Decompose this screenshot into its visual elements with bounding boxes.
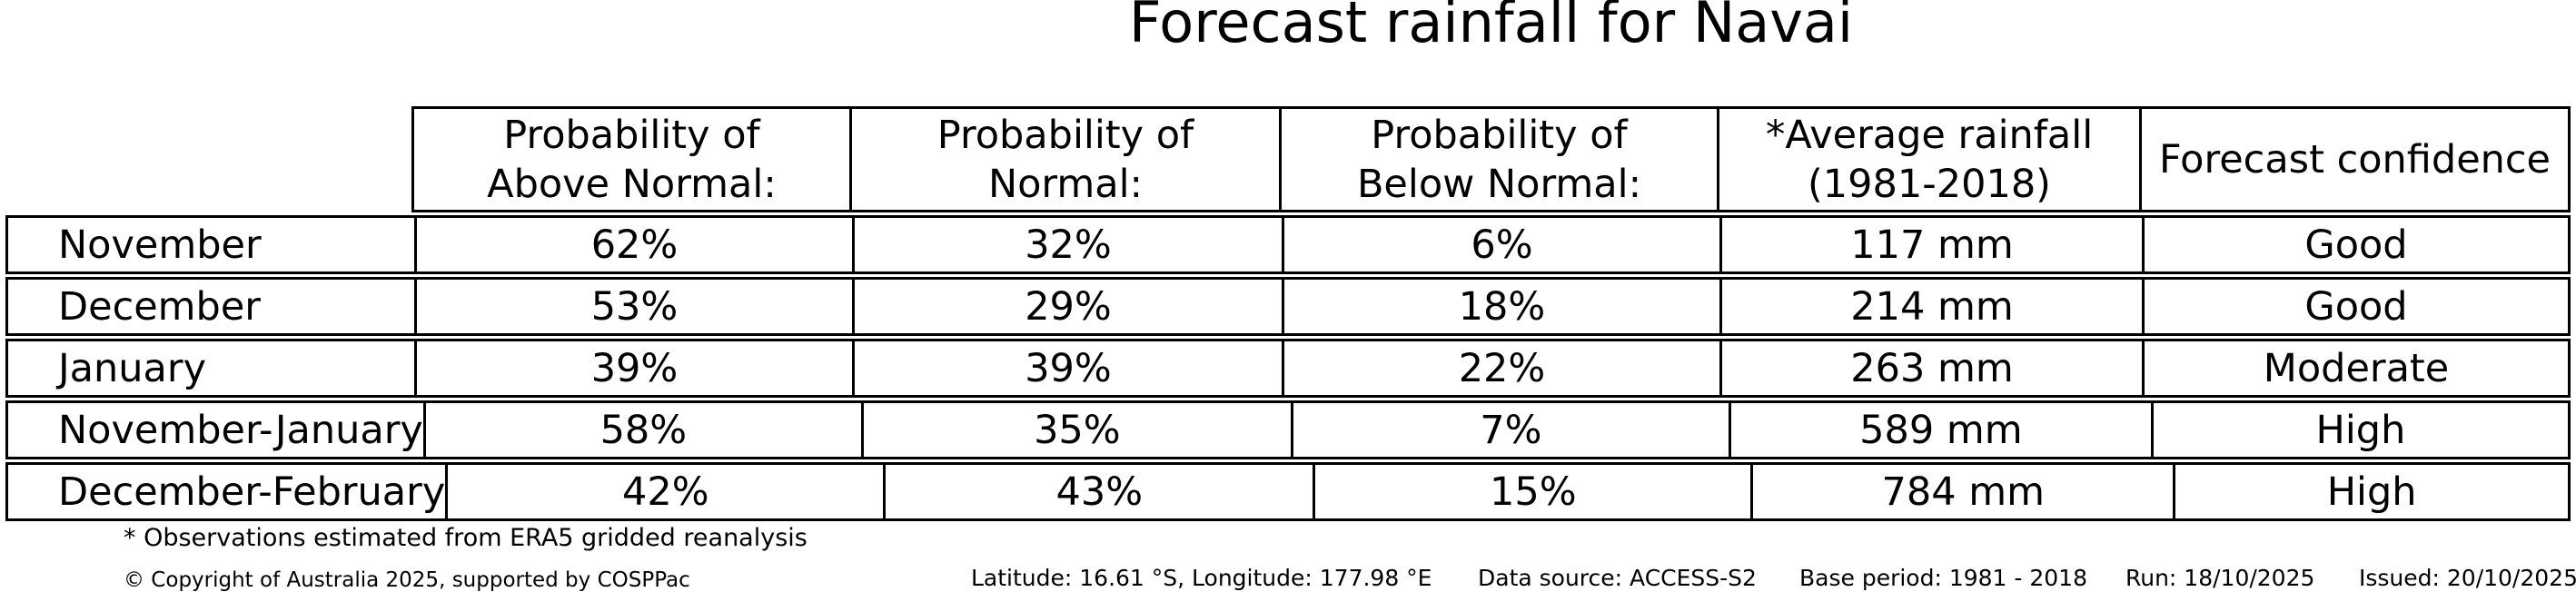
location-coordinates: Latitude: 16.61 °S, Longitude: 177.98 °E (971, 565, 1432, 591)
header-line: Probability of (503, 112, 760, 158)
table-row: January 39% 39% 22% 263 mm Moderate (5, 339, 2571, 398)
header-line: Below Normal: (1356, 161, 1642, 207)
data-source-label: Data source: ACCESS-S2 (1478, 565, 1757, 591)
above-cell: 42% (445, 465, 883, 518)
header-below-normal: Probability of Below Normal: (1279, 109, 1717, 210)
run-date-label: Run: 18/10/2025 (2125, 565, 2315, 591)
period-cell: December-February (58, 469, 446, 515)
header-line: Normal: (987, 161, 1144, 207)
avg-cell: 117 mm (1719, 218, 2142, 271)
header-line: Above Normal: (487, 161, 777, 207)
avg-cell: 214 mm (1719, 280, 2142, 333)
header-forecast-confidence: Forecast confidence (2139, 109, 2568, 210)
below-cell: 22% (1282, 341, 1719, 395)
table-row: November-January 58% 35% 7% 589 mm High (5, 400, 2571, 459)
era5-footnote: * Observations estimated from ERA5 gridd… (124, 524, 807, 552)
confidence-cell: Moderate (2142, 341, 2568, 395)
period-cell: December (58, 283, 261, 330)
avg-cell: 589 mm (1728, 403, 2151, 457)
header-line: Probability of (1371, 112, 1628, 158)
confidence-cell: Good (2142, 218, 2568, 271)
table-header-row: Probability of Above Normal: Probability… (411, 106, 2571, 212)
header-normal: Probability of Normal: (849, 109, 1279, 210)
below-cell: 15% (1313, 465, 1750, 518)
above-cell: 39% (414, 341, 852, 395)
above-cell: 58% (422, 403, 861, 457)
header-above-normal: Probability of Above Normal: (414, 109, 849, 210)
copyright-notice: © Copyright of Australia 2025, supported… (124, 568, 690, 592)
confidence-cell: High (2173, 465, 2568, 518)
header-average-rainfall: *Average rainfall (1981-2018) (1717, 109, 2139, 210)
confidence-cell: Good (2142, 280, 2568, 333)
above-cell: 53% (414, 280, 852, 333)
page-title: Forecast rainfall for Navai (1128, 0, 1854, 55)
above-cell: 62% (414, 218, 852, 271)
avg-cell: 263 mm (1719, 341, 2142, 395)
below-cell: 18% (1282, 280, 1719, 333)
issued-date-label: Issued: 20/10/2025 (2359, 565, 2576, 591)
header-line: (1981-2018) (1808, 161, 2051, 207)
avg-cell: 784 mm (1750, 465, 2173, 518)
normal-cell: 43% (883, 465, 1313, 518)
table-row: November 62% 32% 6% 117 mm Good (5, 215, 2571, 274)
header-line: *Average rainfall (1765, 112, 2094, 158)
below-cell: 7% (1290, 403, 1729, 457)
period-cell: November-January (58, 407, 423, 453)
header-line: Probability of (936, 112, 1194, 158)
base-period-label: Base period: 1981 - 2018 (1799, 565, 2087, 591)
normal-cell: 29% (852, 280, 1282, 333)
confidence-cell: High (2150, 403, 2568, 457)
header-line: Forecast confidence (2158, 136, 2551, 183)
period-cell: January (58, 345, 207, 391)
below-cell: 6% (1282, 218, 1719, 271)
normal-cell: 39% (852, 341, 1282, 395)
table-row: December 53% 29% 18% 214 mm Good (5, 277, 2571, 336)
table-row: December-February 42% 43% 15% 784 mm Hig… (5, 462, 2571, 521)
normal-cell: 35% (860, 403, 1291, 457)
period-cell: November (58, 222, 262, 268)
normal-cell: 32% (852, 218, 1282, 271)
